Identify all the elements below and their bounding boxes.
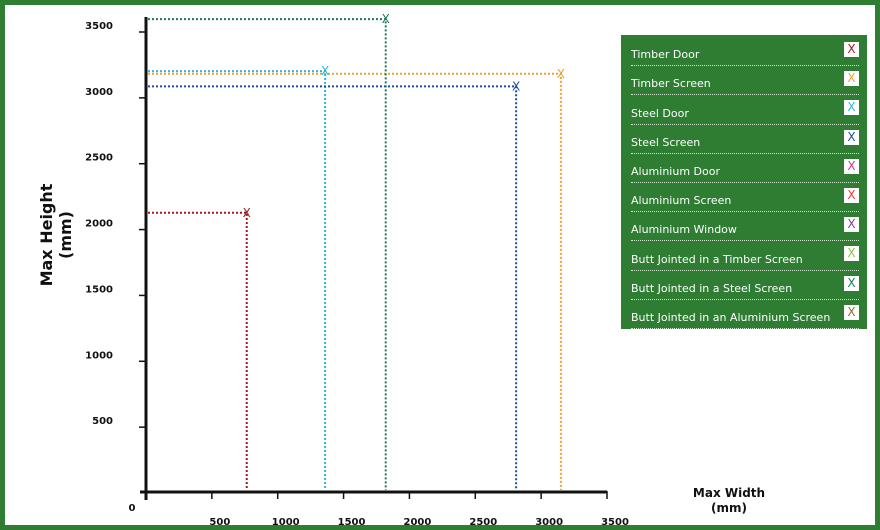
y-tick-label: 2000 <box>85 219 113 230</box>
legend-label: Aluminium Screen <box>631 194 732 208</box>
y-tick-label: 2500 <box>85 153 113 164</box>
legend-item-aluminium-screen: Aluminium Screen X <box>631 183 859 213</box>
legend-label: Aluminium Window <box>631 223 737 237</box>
y-tick-label: 1500 <box>85 284 113 295</box>
x-tick-label: 2500 <box>469 517 497 525</box>
x-tick-label: 3000 <box>535 517 563 525</box>
legend: Timber Door X Timber Screen X Steel Door X Ste… <box>621 35 867 329</box>
x-tick-label: 0 <box>129 503 136 514</box>
legend-marker-icon: X <box>844 217 859 233</box>
guide-line-steel-door <box>148 70 327 490</box>
legend-label: Timber Screen <box>631 77 711 91</box>
legend-marker-icon: X <box>844 100 859 116</box>
y-tick-label: 1000 <box>85 350 113 361</box>
x-tick-label: 1500 <box>338 517 366 525</box>
legend-label: Steel Screen <box>631 135 701 149</box>
legend-label: Timber Door <box>631 48 700 62</box>
legend-item-steel-door: Steel Door X <box>631 95 859 125</box>
legend-item-timber-door: Timber Door X <box>631 37 859 67</box>
legend-item-timber-screen: Timber Screen X <box>631 66 859 96</box>
y-axis-title: Max Height(mm) <box>37 183 75 286</box>
legend-marker-icon: X <box>844 187 859 203</box>
legend-item-aluminium-window: Aluminium Window X <box>631 212 859 242</box>
guide-line-steel-screen <box>148 85 518 490</box>
legend-marker-icon: X <box>844 71 859 87</box>
legend-marker-icon: X <box>844 246 859 262</box>
legend-marker-icon: X <box>844 158 859 174</box>
legend-marker-icon: X <box>844 129 859 145</box>
y-tick-label: 500 <box>92 416 113 427</box>
x-tick-label: 500 <box>209 517 230 525</box>
legend-label: Aluminium Door <box>631 164 720 178</box>
legend-label: Butt Jointed in a Steel Screen <box>631 281 793 295</box>
guide-line-timber-screen <box>148 72 562 490</box>
chart-svg: 0 500 1000 1500 2000 2500 3000 3500 500 1000 1500 2… <box>37 12 765 525</box>
data-point-steel-screen: X <box>512 79 520 93</box>
data-point-butt-jointed-in-a-steel-screen: X <box>382 12 390 26</box>
legend-label: Butt Jointed in a Timber Screen <box>631 252 803 266</box>
data-point-timber-door: X <box>243 206 251 220</box>
y-tick-label: 3000 <box>85 87 113 98</box>
legend-marker-icon: X <box>844 275 859 291</box>
legend-item-butt-jointed-in-a-timber-screen: Butt Jointed in a Timber Screen X <box>631 241 859 271</box>
x-axis-title: Max Width (mm) <box>693 486 765 515</box>
legend-item-steel-screen: Steel Screen X <box>631 125 859 154</box>
data-point-steel-door: X <box>321 64 329 78</box>
guide-line-butt-jointed-in-a-steel-screen <box>148 18 387 490</box>
legend-marker-icon: X <box>844 42 859 57</box>
x-tick-label: 2000 <box>404 517 432 525</box>
legend-item-aluminium-door: Aluminium Door X <box>631 154 859 183</box>
y-tick-label: 3500 <box>85 21 113 32</box>
legend-label: Butt Jointed in an Aluminium Screen <box>631 310 831 324</box>
guide-line-timber-door <box>148 211 248 490</box>
x-tick-label: 3500 <box>601 517 629 525</box>
legend-marker-icon: X <box>844 304 859 320</box>
legend-item-butt-jointed-in-an-aluminium-screen: Butt Jointed in an Aluminium Screen X <box>631 300 859 329</box>
legend-label: Steel Door <box>631 106 689 120</box>
legend-item-butt-jointed-in-a-steel-screen: Butt Jointed in a Steel Screen X <box>631 271 859 300</box>
x-tick-label: 1000 <box>272 517 300 525</box>
data-point-timber-screen: X <box>557 67 565 81</box>
